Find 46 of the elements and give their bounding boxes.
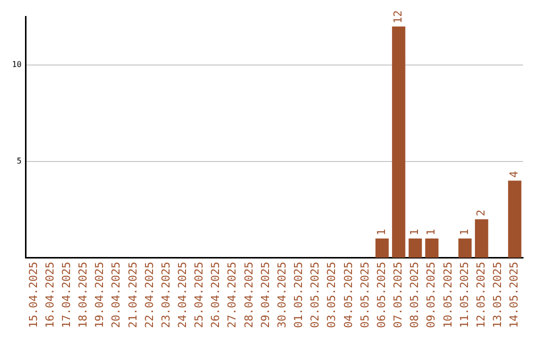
data-label: 1 xyxy=(408,228,422,236)
x-tick-label: 01.05.2025 xyxy=(292,262,306,328)
x-tick-label: 05.05.2025 xyxy=(358,262,372,328)
bar xyxy=(392,26,406,258)
x-tick-label: 25.04.2025 xyxy=(192,262,206,328)
x-tick-label: 28.04.2025 xyxy=(242,262,256,328)
x-tick-label: 11.05.2025 xyxy=(458,262,471,328)
bar xyxy=(425,238,438,258)
x-tick-label: 21.04.2025 xyxy=(126,262,140,328)
bar xyxy=(458,238,472,258)
x-tick-label: 18.04.2025 xyxy=(76,262,90,328)
x-tick-label: 23.04.2025 xyxy=(159,262,172,328)
x-tick-label: 20.04.2025 xyxy=(110,262,123,328)
x-tick-label: 03.05.2025 xyxy=(325,262,338,328)
x-tick-label: 30.04.2025 xyxy=(275,262,288,328)
x-tick-label: 08.05.2025 xyxy=(408,262,422,328)
bar xyxy=(474,219,488,258)
x-tick-label: 06.05.2025 xyxy=(374,262,388,328)
x-tick-label: 26.04.2025 xyxy=(209,262,222,328)
x-tick-label: 10.05.2025 xyxy=(441,262,454,328)
x-tick-label: 29.04.2025 xyxy=(258,262,272,328)
bar xyxy=(508,180,522,258)
x-tick-label: 15.04.2025 xyxy=(26,262,40,328)
x-tick-label: 04.05.2025 xyxy=(342,262,355,328)
data-label: 1 xyxy=(458,228,471,236)
y-tick-label: 5 xyxy=(16,156,22,166)
x-tick-label: 12.05.2025 xyxy=(474,262,488,328)
data-label: 2 xyxy=(474,210,488,216)
y-tick-label: 10 xyxy=(12,60,22,70)
x-tick-label: 19.04.2025 xyxy=(93,262,106,328)
x-tick-label: 02.05.2025 xyxy=(308,262,322,328)
bar xyxy=(408,238,422,258)
x-tick-label: 24.04.2025 xyxy=(176,262,189,328)
x-tick-label: 07.05.2025 xyxy=(392,262,405,328)
bar xyxy=(375,238,389,258)
x-tick-label: 16.04.2025 xyxy=(43,262,56,328)
x-tick-label: 17.04.2025 xyxy=(60,262,73,328)
x-tick-label: 22.04.2025 xyxy=(142,262,156,328)
x-tick-label: 27.04.2025 xyxy=(226,262,239,328)
x-tick-label: 09.05.2025 xyxy=(424,262,438,328)
data-label: 4 xyxy=(508,170,521,178)
data-label: 1 xyxy=(374,228,388,236)
data-label: 1 xyxy=(424,228,438,236)
x-tick-label: 14.05.2025 xyxy=(508,262,521,328)
data-label: 12 xyxy=(392,10,405,24)
x-tick-label: 13.05.2025 xyxy=(491,262,504,328)
